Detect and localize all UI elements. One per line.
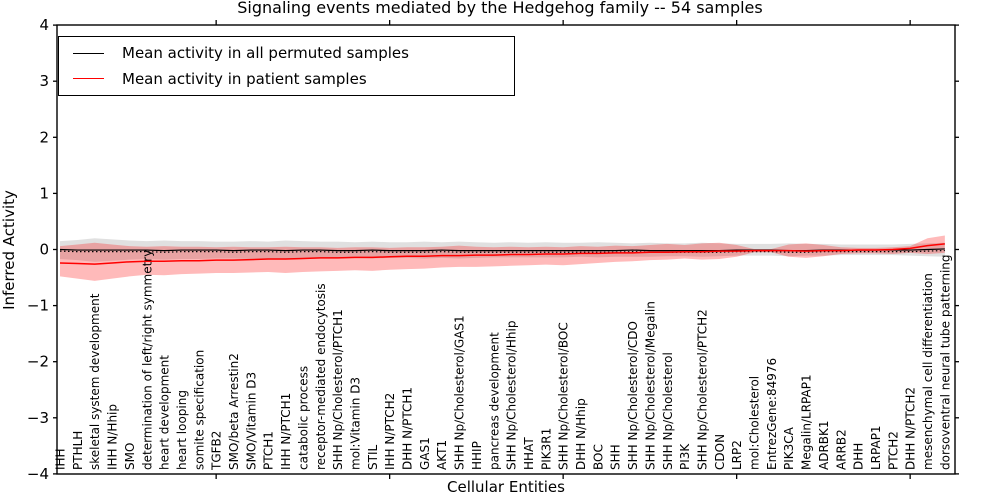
x-category-label: HHAT — [522, 437, 536, 470]
x-category-label: SHH Np/Cholesterol — [661, 352, 675, 470]
x-category-label: SHH Np/Cholesterol/CDO — [626, 321, 640, 470]
x-category-label: pancreas development — [487, 332, 501, 470]
x-category-label: IHH N/PTCH1 — [279, 393, 293, 470]
x-category-label: SHH Np/Cholesterol/GAS1 — [453, 315, 467, 470]
y-tick-label: −2 — [27, 353, 49, 371]
x-category-label: Megalin/LRPAP1 — [800, 374, 814, 470]
x-category-label: receptor-mediated endocytosis — [314, 283, 328, 470]
x-category-label: PI3K — [678, 443, 692, 470]
x-category-label: SHH Np/Cholesterol/PTCH1 — [331, 309, 345, 470]
x-category-label: HHIP — [470, 441, 484, 470]
y-tick-label: 3 — [39, 72, 49, 90]
x-category-label: SHH Np/Cholesterol/BOC — [557, 322, 571, 470]
x-category-label: DHH N/PTCH1 — [401, 387, 415, 470]
x-category-label: PIK3CA — [782, 426, 796, 470]
x-category-label: STIL — [366, 445, 380, 470]
x-category-label: SHH Np/Cholesterol/PTCH2 — [695, 309, 709, 470]
x-category-label: SMO/beta Arrestin2 — [227, 353, 241, 470]
patient-band-area — [60, 235, 945, 281]
legend: Mean activity in all permuted samples Me… — [58, 36, 515, 96]
legend-label-permuted: Mean activity in all permuted samples — [122, 44, 409, 63]
x-category-label: AKT1 — [435, 440, 449, 470]
y-tick-label: 1 — [39, 184, 49, 202]
y-tick-label: −4 — [27, 465, 49, 483]
x-category-label: ARRB2 — [834, 429, 848, 470]
x-category-label: IHH N/Hhip — [106, 404, 120, 470]
x-category-label: somite specification — [192, 350, 206, 470]
legend-item-permuted: Mean activity in all permuted samples — [73, 44, 514, 62]
x-category-label: CDON — [713, 434, 727, 470]
plot-frame — [56, 24, 956, 475]
y-tick-label: 2 — [39, 128, 49, 146]
chart-title: Signaling events mediated by the Hedgeho… — [237, 0, 763, 17]
x-category-label: heart development — [158, 355, 172, 470]
y-tick-label: 4 — [39, 16, 49, 34]
legend-item-patient: Mean activity in patient samples — [73, 70, 514, 88]
x-category-label: heart looping — [175, 390, 189, 470]
x-category-label: PTHLH — [71, 431, 85, 470]
x-category-label: mol:Cholesterol — [748, 376, 762, 470]
x-category-label: GAS1 — [418, 437, 432, 470]
x-category-label: SHH — [609, 444, 623, 470]
x-category-label: PIK3R1 — [539, 428, 553, 470]
x-category-label: determination of left/right symmetry — [140, 250, 154, 470]
x-category-label: DHH N/PTCH2 — [904, 387, 918, 470]
x-category-label: DHH N/Hhip — [574, 398, 588, 470]
y-tick-label: −3 — [27, 409, 49, 427]
x-category-label: catabolic process — [296, 366, 310, 470]
x-category-label: DHH — [852, 443, 866, 470]
x-category-label: IHH — [54, 448, 68, 470]
x-category-label: mesenchymal cell differentiation — [921, 273, 935, 470]
y-tick-label: −1 — [27, 297, 49, 315]
x-axis-label: Cellular Entities — [447, 478, 565, 496]
patient-line-sample — [73, 78, 104, 80]
x-category-label: SHH Np/Cholesterol/Megalin — [643, 301, 657, 470]
x-category-label: mol:Vitamin D3 — [348, 377, 362, 470]
x-category-label: dorsoventral neural tube patterning — [938, 254, 952, 470]
x-category-label: EntrezGene:84976 — [765, 358, 779, 470]
legend-label-patient: Mean activity in patient samples — [122, 69, 367, 88]
patient-mean-line — [59, 243, 945, 265]
x-category-label: skeletal system development — [88, 293, 102, 470]
x-category-label: PTCH1 — [262, 431, 276, 470]
x-category-label: ADRBK1 — [817, 420, 831, 470]
x-category-label: SMO — [123, 443, 137, 470]
x-category-label: SMO/Vitamin D3 — [244, 372, 258, 470]
x-category-label: SHH Np/Cholesterol/Hhip — [505, 321, 519, 470]
x-category-label: BOC — [591, 444, 605, 470]
x-category-label: LRPAP1 — [869, 425, 883, 470]
x-category-label: PTCH2 — [886, 431, 900, 470]
permuted-line-sample — [73, 52, 104, 54]
x-category-label: IHH N/PTCH2 — [383, 393, 397, 470]
y-tick-label: 0 — [39, 241, 49, 259]
x-category-label: TGFB2 — [210, 431, 224, 471]
x-category-label: LRP2 — [730, 440, 744, 470]
